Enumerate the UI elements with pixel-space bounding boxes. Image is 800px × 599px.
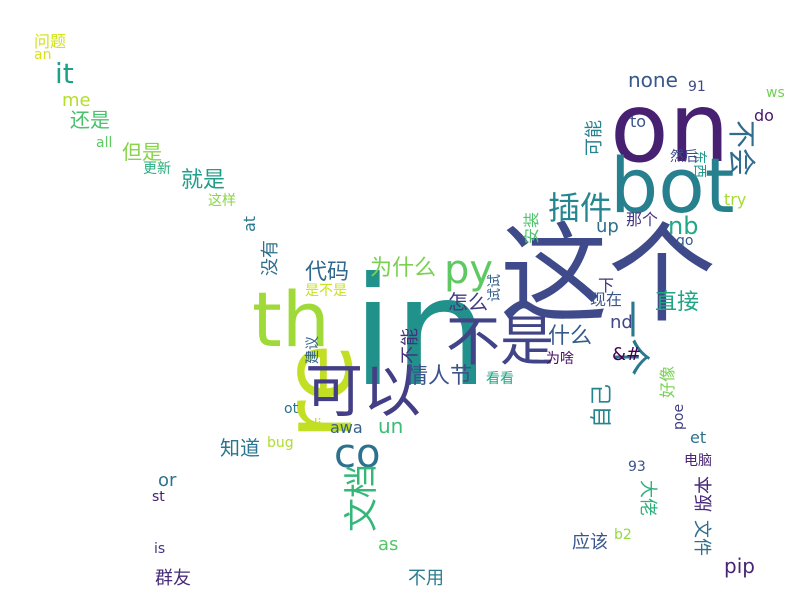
word: 插件: [548, 189, 613, 227]
word: 代码: [305, 260, 350, 285]
word-vertical: at: [240, 215, 259, 232]
word: ot: [284, 401, 299, 417]
word: 直接: [655, 290, 700, 315]
word-vertical: 不能: [400, 328, 421, 364]
word: 这个: [500, 213, 717, 338]
word: 问题: [34, 32, 67, 51]
word: b2: [614, 527, 632, 543]
word: 怎么: [448, 290, 488, 314]
word: 但是: [122, 140, 162, 164]
word: an: [34, 47, 52, 63]
word: 为啥: [546, 351, 574, 367]
word-vertical: 好像: [658, 365, 677, 398]
word: or: [158, 470, 177, 491]
word: py: [444, 247, 494, 293]
word: 然后: [670, 149, 698, 165]
word: 现在: [590, 290, 623, 309]
word: 更新: [143, 161, 171, 177]
word-vertical: poe: [671, 403, 687, 430]
word: 可以: [305, 357, 422, 425]
word: co: [334, 431, 381, 477]
word-vertical: 安装: [522, 211, 541, 244]
word: 那个: [626, 210, 659, 229]
word: th: [252, 275, 330, 364]
word: 下: [598, 276, 615, 295]
word: nb: [668, 212, 699, 240]
word-vertical: 大佬: [637, 480, 658, 516]
word: all: [96, 135, 113, 151]
word: &#: [612, 344, 642, 365]
word: ws: [766, 85, 785, 101]
word: 情人节: [406, 364, 473, 389]
word: as: [378, 534, 399, 555]
word: 不是: [446, 310, 554, 373]
word: 知道: [220, 436, 260, 460]
word-vertical: 自己: [590, 383, 615, 428]
word: go: [676, 233, 694, 249]
word: 91: [688, 79, 706, 95]
word: up: [596, 216, 619, 237]
word: et: [690, 428, 707, 447]
word: is: [154, 541, 166, 557]
word-vertical: 试试: [487, 274, 503, 302]
word: awa: [330, 418, 363, 437]
word: in: [352, 246, 489, 420]
word: 群友: [155, 568, 191, 589]
word: 看看: [486, 371, 514, 387]
word: pip: [724, 554, 755, 578]
word: 这样: [208, 193, 236, 209]
word: 是不是: [305, 283, 347, 299]
word: st: [152, 489, 165, 505]
word-vertical: 文档: [342, 464, 382, 532]
word: 什么: [548, 324, 593, 349]
word-vertical: 版本: [694, 476, 715, 512]
word: 应该: [572, 532, 608, 553]
word: bot: [610, 141, 735, 230]
word-vertical: 建议: [305, 336, 321, 364]
word: 93: [628, 459, 646, 475]
word-vertical: 不会: [725, 120, 758, 177]
word: to: [630, 112, 647, 131]
word: do: [754, 106, 774, 125]
word: none: [628, 68, 678, 92]
word: try: [724, 190, 747, 209]
word: 还是: [70, 108, 110, 132]
word: nd: [610, 312, 633, 333]
word: 不用: [408, 568, 444, 589]
word: on: [610, 72, 730, 184]
word: bug: [267, 435, 294, 451]
word: 就是: [181, 168, 226, 193]
word-vertical: 文件: [691, 520, 712, 556]
word: cli: [306, 417, 322, 433]
word: it: [55, 57, 74, 90]
word-vertical: 没有: [260, 240, 281, 276]
word: me: [62, 90, 91, 111]
word: un: [378, 414, 404, 438]
word: 电脑: [684, 453, 712, 469]
word-vertical: 可能: [584, 120, 605, 156]
word: 为什么: [370, 256, 437, 281]
